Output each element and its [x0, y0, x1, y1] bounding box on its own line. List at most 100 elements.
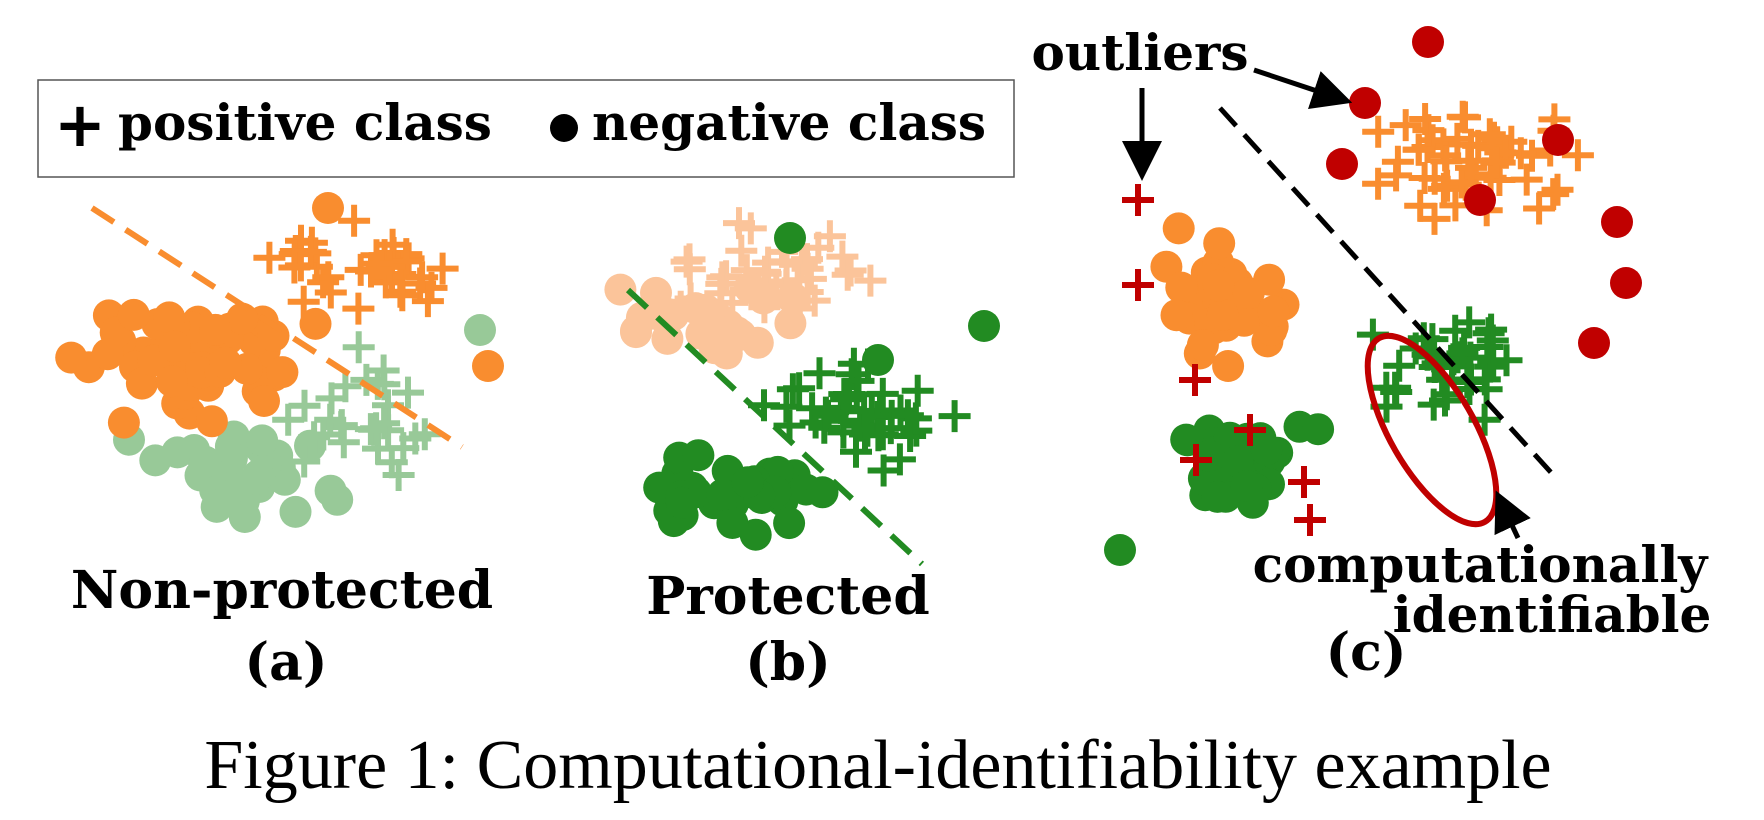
negative-class-marker — [1165, 271, 1198, 304]
positive-class-marker — [1561, 139, 1594, 172]
positive-class-marker — [673, 253, 706, 286]
positive-class-marker — [272, 403, 305, 436]
negative-class-marker — [968, 310, 1000, 342]
legend: + positive class negative class — [37, 79, 1015, 178]
positive-class-marker — [288, 389, 321, 422]
positive-class-marker — [725, 234, 758, 267]
negative-class-marker — [312, 192, 344, 224]
positive-class-marker — [840, 435, 872, 468]
panel-b-decision-boundary — [625, 287, 925, 567]
negative-class-marker — [189, 445, 222, 478]
positive-class-marker — [773, 409, 806, 442]
computationally-annotation-line2: identifiable — [1393, 585, 1712, 644]
computationally-annotation-line1: computationally — [1253, 535, 1710, 594]
negative-class-marker — [640, 276, 672, 309]
legend-positive-symbol: + — [54, 88, 106, 161]
negative-class-marker — [1186, 329, 1219, 361]
panel-b-label: (b) — [745, 632, 831, 693]
negative-class-marker — [464, 314, 496, 346]
negative-class-marker — [153, 301, 186, 334]
negative-class-marker — [209, 346, 242, 379]
positive-class-marker — [862, 419, 895, 452]
negative-class-marker — [155, 365, 188, 398]
negative-class-marker — [657, 298, 690, 331]
negative-class-marker — [1162, 212, 1195, 245]
negative-class-marker — [862, 344, 894, 376]
negative-class-marker — [1206, 298, 1239, 331]
positive-class-marker — [253, 241, 286, 274]
negative-class-marker — [806, 476, 839, 509]
positive-class-marker — [844, 409, 877, 442]
positive-class-marker — [1523, 192, 1556, 225]
negative-class-marker — [279, 495, 312, 528]
positive-class-marker — [1409, 103, 1442, 135]
positive-class-marker — [1418, 202, 1451, 235]
outlier-marker — [1610, 267, 1642, 299]
negative-class-marker — [682, 439, 715, 472]
negative-class-marker — [200, 490, 233, 523]
negative-class-marker — [91, 338, 124, 371]
negative-class-marker — [1104, 534, 1136, 566]
negative-class-marker — [733, 271, 766, 304]
positive-class-marker — [342, 292, 375, 325]
positive-class-marker — [406, 261, 439, 294]
positive-class-marker — [1455, 151, 1487, 184]
negative-class-marker — [776, 282, 809, 314]
outlier-marker — [1578, 327, 1610, 359]
panel-b-title: Protected — [646, 566, 929, 627]
negative-class-marker — [195, 405, 228, 438]
negative-class-marker — [773, 507, 806, 540]
outlier-marker — [1122, 184, 1154, 216]
negative-class-marker — [704, 316, 737, 348]
computationally-identifiable-arrow — [1494, 490, 1531, 540]
positive-class-marker — [1446, 100, 1479, 133]
positive-class-marker — [1537, 178, 1570, 211]
negative-class-marker — [731, 466, 764, 499]
negative-class-marker — [1302, 413, 1335, 446]
positive-class-marker — [392, 376, 424, 409]
outlier-marker — [1412, 26, 1444, 58]
negative-class-marker — [741, 326, 774, 359]
positive-class-marker — [826, 240, 859, 273]
positive-class-marker — [1418, 162, 1451, 195]
positive-class-marker — [294, 235, 327, 268]
negative-class-marker — [1212, 350, 1245, 382]
panel-c-scatter — [1104, 26, 1642, 566]
panel-b-scatter — [604, 207, 1000, 551]
outlier-marker — [1349, 87, 1381, 119]
legend-positive-label: positive class — [118, 93, 492, 152]
positive-class-marker — [867, 454, 900, 487]
negative-class-marker — [248, 385, 280, 417]
positive-class-marker — [1490, 344, 1523, 377]
negative-class-marker — [55, 341, 88, 374]
positive-class-marker — [705, 267, 738, 300]
positive-class-marker — [387, 432, 420, 465]
negative-class-marker — [1257, 295, 1290, 328]
negative-class-marker — [117, 298, 150, 331]
positive-class-marker — [327, 426, 360, 459]
positive-class-marker — [802, 231, 835, 264]
negative-class-marker — [1232, 277, 1265, 310]
panel-c-decision-boundary — [1218, 106, 1558, 480]
negative-class-marker — [1203, 227, 1236, 260]
positive-class-marker — [783, 372, 816, 405]
negative-class-marker — [228, 501, 261, 533]
positive-class-marker — [1441, 122, 1474, 155]
negative-class-marker — [1202, 269, 1235, 302]
outliers-arrow-right — [1253, 67, 1353, 110]
positive-class-marker — [1383, 349, 1416, 382]
figure-caption: Figure 1: Computational-identifiability … — [204, 727, 1551, 804]
negative-class-marker — [246, 424, 279, 457]
negative-class-marker — [1221, 445, 1254, 478]
positive-class-marker — [342, 331, 375, 364]
positive-class-marker — [1402, 133, 1435, 166]
positive-class-marker — [278, 251, 311, 284]
positive-class-marker — [1407, 322, 1440, 355]
positive-class-marker — [1362, 115, 1395, 148]
negative-class-marker — [1250, 433, 1283, 466]
negative-class-marker — [774, 307, 807, 340]
positive-class-marker — [360, 247, 393, 280]
panel-a-title: Non-protected — [71, 560, 493, 621]
positive-class-marker — [1476, 324, 1509, 357]
